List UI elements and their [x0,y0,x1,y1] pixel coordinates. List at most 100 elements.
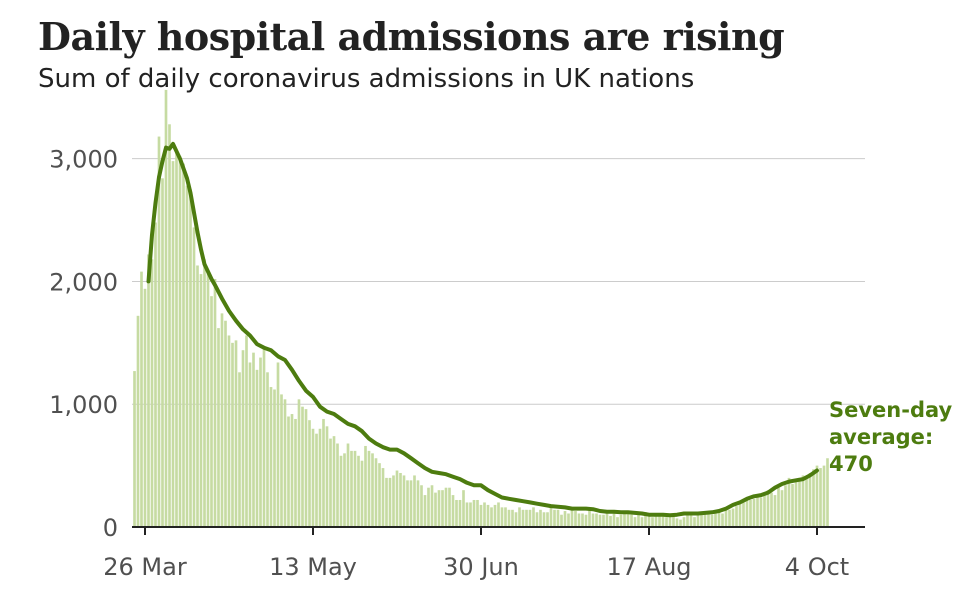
bar [374,458,378,527]
bar [605,513,609,527]
bar [672,514,675,527]
bar [364,445,367,527]
bar [290,414,294,527]
bar [588,509,591,527]
bar [276,362,280,527]
bar [770,492,773,527]
bar [549,504,553,527]
bar [133,371,136,527]
bar [318,428,322,527]
bar [220,313,224,527]
bar [584,514,588,527]
bar [161,178,164,528]
bar [556,509,560,527]
bar [486,504,490,527]
bar [189,189,192,527]
bar [451,495,455,527]
x-tick-label: 26 Mar [103,553,187,581]
x-axis: 26 Mar 13 May 30 Jun 17 Aug 4 Oct [103,526,865,581]
bar [595,513,598,527]
bar [430,485,434,527]
y-axis: 0 1,000 2,000 3,000 [49,146,118,542]
bar [570,509,574,527]
annotation-line: Seven-day [829,398,953,422]
bar [717,509,721,527]
bar [521,509,525,527]
bar [329,438,332,527]
bar [539,509,542,527]
bar [763,495,766,527]
bar [273,389,276,527]
bar [206,271,210,527]
bar [423,495,427,527]
bar [574,511,577,527]
bar [714,512,717,527]
y-tick-label: 3,000 [49,146,118,174]
annotation-line: 470 [829,452,873,476]
bar [469,502,472,527]
bar [399,472,402,527]
bar [381,468,385,527]
bar [633,517,637,527]
bar [801,475,805,527]
bar [178,156,182,527]
bar [563,511,567,527]
bar [532,507,535,527]
bar [703,511,707,527]
bar [437,490,441,527]
bar [553,509,556,527]
bar [731,508,735,527]
bar [420,485,423,527]
bar [448,487,451,527]
bar [294,418,297,527]
bar [535,512,539,527]
bar [493,504,497,527]
bar [514,512,518,527]
bar [773,495,777,527]
bar [346,443,350,527]
bar [619,514,623,527]
bar [679,519,682,527]
bar [231,342,234,527]
bar [227,335,231,527]
bar [812,469,815,527]
bar [798,477,801,527]
bar [360,460,364,527]
bar [196,265,199,527]
bar [269,387,273,527]
bar [805,477,808,527]
bar [213,278,217,527]
bar [301,406,304,527]
bar [822,465,826,527]
bar [371,453,374,527]
bar [336,443,339,527]
y-tick-label: 1,000 [49,391,118,419]
bar [427,487,430,527]
bar [686,514,689,527]
bar [616,517,619,527]
bar [339,455,343,527]
bar [728,509,731,527]
bar [192,227,196,527]
bar [560,514,563,527]
bar [745,499,749,527]
bar [689,513,693,527]
bar [353,450,357,527]
bar [367,450,371,527]
bar [388,477,392,527]
bar [658,515,661,527]
bar [630,514,633,527]
bar [598,514,602,527]
bar [612,513,616,527]
bar [248,362,252,527]
x-tick-label: 13 May [269,553,357,581]
bar [787,477,791,527]
bar [304,409,308,527]
bar [472,499,476,527]
bar [721,513,724,527]
bar [465,502,469,527]
bar [525,509,528,527]
bar [609,515,612,527]
bar [409,480,413,527]
